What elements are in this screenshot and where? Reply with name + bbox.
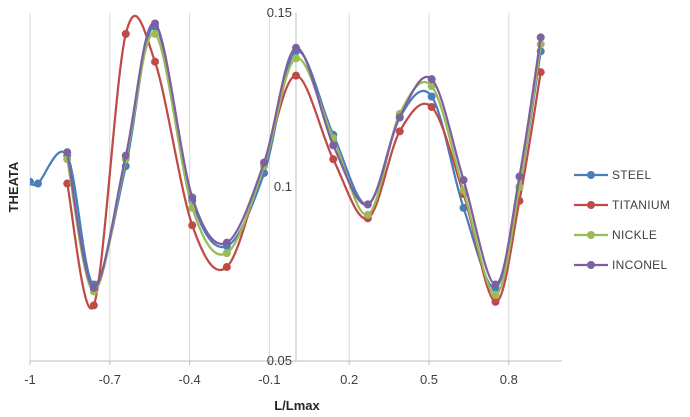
data-point-inconel-4: [188, 193, 197, 202]
data-point-inconel-0: [63, 148, 72, 157]
series-nickle: [63, 29, 545, 299]
series-inconel: [63, 19, 545, 292]
y-tick-label-1: 0.1: [274, 179, 292, 194]
data-point-inconel-3: [151, 19, 160, 28]
x-tick-label-2: -0.4: [178, 372, 200, 387]
data-point-inconel-2: [121, 151, 130, 160]
legend-marker-steel: [587, 171, 595, 179]
series-line-titanium: [66, 15, 542, 310]
x-tick-label-6: 0.8: [500, 372, 518, 387]
legend-item-inconel: INCONEL: [574, 258, 667, 272]
x-tick-label-4: 0.2: [340, 372, 358, 387]
tick-labels: -1 -0.7 -0.4 -0.1 0.2 0.5 0.8 0.05 0.1 0.15: [24, 5, 518, 387]
data-point-titanium-3: [151, 57, 160, 66]
y-tick-label-0: 0.05: [267, 353, 292, 368]
data-point-steel-14: [459, 203, 468, 212]
data-point-titanium-8: [329, 155, 338, 164]
data-point-inconel-15: [536, 33, 545, 42]
legend-label-titanium: TITANIUM: [612, 198, 670, 212]
grid: [29, 13, 510, 361]
series-steel: [30, 22, 545, 292]
legend-label-inconel: INCONEL: [612, 258, 667, 272]
data-point-inconel-11: [427, 75, 436, 84]
data-point-inconel-8: [329, 141, 338, 150]
y-tick-label-2: 0.15: [267, 5, 292, 20]
data-point-nickle-3: [151, 29, 160, 38]
legend-item-steel: STEEL: [574, 168, 652, 182]
data-point-inconel-6: [260, 158, 269, 167]
axes: [29, 13, 562, 365]
data-point-steel-0: [30, 177, 34, 186]
data-point-nickle-13: [491, 290, 500, 299]
data-point-inconel-12: [459, 176, 468, 185]
data-point-titanium-15: [536, 68, 545, 77]
legend: STEEL TITANIUM NICKLE INCONEL: [574, 168, 670, 272]
legend-marker-nickle: [587, 231, 595, 239]
data-point-inconel-5: [222, 238, 231, 247]
data-point-nickle-9: [363, 210, 372, 219]
data-point-steel-1: [33, 179, 42, 188]
data-point-titanium-1: [89, 301, 98, 310]
legend-marker-inconel: [587, 261, 595, 269]
series-line-nickle: [66, 32, 542, 297]
series-layer: [30, 15, 545, 310]
data-point-titanium-7: [292, 71, 300, 80]
data-point-nickle-11: [427, 82, 436, 91]
data-point-inconel-13: [491, 280, 500, 289]
legend-item-nickle: NICKLE: [574, 228, 657, 242]
x-tick-label-3: -0.1: [258, 372, 280, 387]
data-point-titanium-0: [63, 179, 72, 188]
legend-label-steel: STEEL: [612, 168, 652, 182]
data-point-titanium-10: [395, 127, 404, 136]
data-point-nickle-7: [292, 54, 300, 63]
data-point-inconel-14: [515, 172, 524, 181]
data-point-nickle-5: [222, 249, 231, 258]
data-point-inconel-7: [292, 43, 300, 52]
x-tick-label-5: 0.5: [420, 372, 438, 387]
series-titanium: [63, 15, 545, 310]
data-point-inconel-1: [89, 283, 98, 292]
legend-item-titanium: TITANIUM: [574, 198, 670, 212]
data-point-titanium-11: [427, 102, 436, 111]
legend-marker-titanium: [587, 201, 595, 209]
data-point-inconel-9: [363, 200, 372, 209]
data-point-steel-13: [427, 92, 436, 101]
data-point-titanium-2: [121, 29, 130, 38]
data-point-titanium-4: [188, 221, 197, 230]
x-tick-label-0: -1: [24, 372, 36, 387]
x-axis-title: L/Lmax: [274, 398, 320, 413]
data-point-titanium-5: [222, 263, 231, 272]
data-point-titanium-13: [491, 297, 500, 306]
y-axis-title: THEATA: [6, 161, 21, 212]
data-point-inconel-10: [395, 113, 404, 122]
x-tick-label-1: -0.7: [99, 372, 121, 387]
legend-label-nickle: NICKLE: [612, 228, 657, 242]
